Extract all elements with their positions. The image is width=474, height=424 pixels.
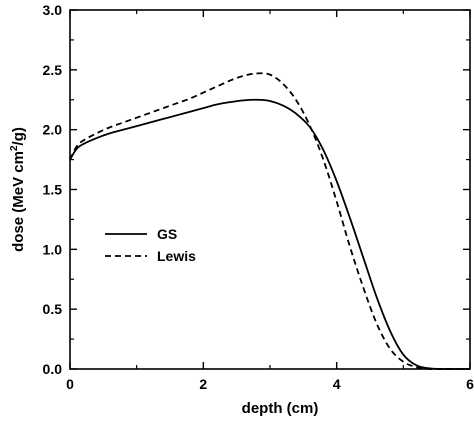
y-tick-label: 3.0 xyxy=(43,2,63,18)
x-tick-label: 2 xyxy=(199,376,207,392)
x-tick-label: 6 xyxy=(466,376,474,392)
y-tick-label: 1.5 xyxy=(43,182,63,198)
series-line-lewis xyxy=(69,72,470,371)
y-tick-label: 0.0 xyxy=(43,361,63,377)
x-tick-label: 4 xyxy=(333,376,341,392)
y-tick-label: 1.0 xyxy=(43,241,63,257)
y-tick-label: 2.0 xyxy=(43,122,63,138)
series-line-gs xyxy=(69,98,470,370)
legend-label-gs: GS xyxy=(157,226,177,242)
y-tick-label: 0.5 xyxy=(43,301,63,317)
y-axis-label: dose (MeV cm2/g) xyxy=(9,127,27,252)
y-tick-label: 2.5 xyxy=(43,62,63,78)
chart-marks: 0 2 4 6 0.0 0.5 1.0 1.5 2.0 2.5 3.0 depth (cm) dose … xyxy=(9,2,474,417)
x-tick-label: 0 xyxy=(66,376,74,392)
x-axis-label: depth (cm) xyxy=(242,400,319,417)
legend-label-lewis: Lewis xyxy=(157,248,196,264)
plot-frame xyxy=(69,9,471,370)
